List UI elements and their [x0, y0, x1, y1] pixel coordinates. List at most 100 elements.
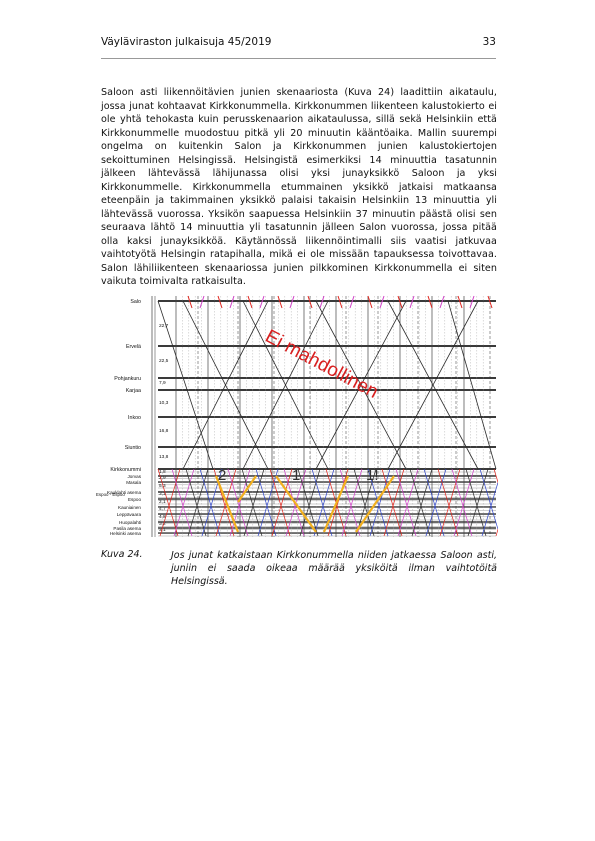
train-path-line: [241, 468, 263, 537]
train-path-line: [311, 468, 333, 537]
distance-label: 22,7: [159, 323, 169, 329]
timetable-figure: Salo Ervelä Pohjankuru Karjaa Inkoo Siuntio Ki…: [96, 295, 498, 537]
station-label: Karjaa: [126, 388, 141, 394]
publication-header: Väyläviraston julkaisuja 45/2019: [101, 36, 272, 48]
station-label: Helsinki asema: [110, 531, 142, 536]
train-path-line: [467, 468, 489, 537]
train-path-line: [395, 468, 417, 537]
salo-turn-mark: [487, 295, 493, 309]
train-path-line: [447, 300, 497, 470]
salo-turn-mark: [199, 295, 205, 309]
train-path-line: [315, 300, 407, 470]
train-path-line: [353, 468, 375, 537]
salo-turn-mark: [349, 295, 355, 309]
path-marker: 1!: [366, 467, 379, 484]
figure-caption-label: Kuva 24.: [101, 549, 143, 560]
salo-turn-mark: [247, 295, 253, 309]
distance-label: 7,9: [159, 380, 166, 386]
salo-turn-mark: [439, 295, 445, 309]
train-path-line: [425, 468, 447, 537]
distance-label: 4,7: [159, 506, 166, 512]
train-path-line: [481, 481, 498, 537]
salo-turn-mark: [289, 295, 295, 309]
train-path-line: [383, 468, 405, 537]
salo-turn-mark: [319, 295, 325, 309]
salo-turn-mark: [307, 295, 313, 309]
salo-turn-mark: [277, 295, 283, 309]
salo-turn-mark: [367, 295, 373, 309]
station-label: Kauniainen: [118, 505, 141, 510]
station-label: Pasila asema: [113, 526, 141, 531]
station-label: Masala: [126, 480, 141, 485]
train-path-line: [255, 468, 277, 537]
station-label: Salo: [130, 299, 141, 305]
unit-path-orange: [322, 475, 350, 533]
train-path-line: [479, 468, 498, 531]
distance-label: 3,1: [159, 527, 166, 533]
train-path-line: [369, 468, 391, 537]
train-path-line: [465, 468, 487, 537]
train-path-line: [227, 468, 249, 537]
train-path-line: [242, 300, 329, 470]
salo-turn-mark: [379, 295, 385, 309]
distance-label: 2,9: [159, 475, 166, 481]
train-path-line: [381, 468, 403, 537]
header-divider: [101, 58, 496, 59]
train-path-line: [243, 468, 265, 537]
salo-turn-mark: [427, 295, 433, 309]
salo-turn-mark: [397, 295, 403, 309]
train-path-line: [185, 468, 207, 537]
train-path-line: [157, 300, 214, 470]
station-label: Ervelä: [126, 344, 141, 350]
station-label: Huopalahti: [119, 520, 141, 525]
distance-label: 5,3: [159, 483, 166, 489]
distance-label: 3,1: [159, 491, 166, 497]
train-path-line: [439, 468, 461, 537]
train-path-line: [437, 468, 459, 537]
station-label: Siuntio: [125, 445, 141, 451]
train-path-line: [313, 468, 335, 537]
figure-caption-text: Jos junat katkaistaan Kirkkonummella nii…: [171, 550, 497, 587]
station-label: Jorvas: [127, 474, 141, 479]
salo-turn-mark: [229, 295, 235, 309]
path-marker: 1: [292, 467, 300, 484]
train-path-line: [199, 468, 221, 537]
station-label: Pohjankuru: [114, 376, 141, 382]
station-label: Inkoo: [128, 415, 141, 421]
salo-turn-mark: [259, 295, 265, 309]
distance-label: 10,3: [159, 400, 169, 406]
station-label: Leppävaara: [117, 512, 142, 517]
salo-turn-mark: [409, 295, 415, 309]
station-label: Espoo - Espoo: [96, 492, 125, 497]
train-path-line: [327, 468, 349, 537]
train-path-line: [453, 468, 475, 537]
train-path-line: [299, 468, 321, 537]
train-path-line: [187, 468, 209, 537]
distance-label: 16,8: [159, 428, 169, 434]
salo-turn-mark: [469, 295, 475, 309]
distance-label: 13,8: [159, 454, 169, 460]
salo-turn-mark: [217, 295, 223, 309]
unit-path-orange: [214, 475, 240, 533]
distance-label: 22,5: [159, 358, 169, 364]
salo-turn-mark: [187, 295, 193, 309]
unit-path-orange: [355, 475, 395, 533]
page-number: 33: [482, 36, 496, 48]
station-label: Espoo: [128, 497, 141, 502]
train-path-line: [341, 468, 363, 537]
train-path-line: [159, 468, 181, 537]
train-path-line: [397, 468, 419, 537]
train-path-line: [229, 468, 251, 537]
train-path-line: [493, 468, 498, 484]
train-path-line: [409, 468, 431, 537]
train-path-line: [173, 468, 195, 537]
distance-label: 4,8: [159, 514, 166, 520]
body-paragraph: Saloon asti liikennöitävien junien skena…: [101, 87, 497, 287]
train-path-line: [423, 468, 445, 537]
station-label: Kirkkonummi: [110, 467, 141, 473]
train-path-line: [297, 468, 319, 537]
path-marker: 2: [218, 467, 226, 484]
train-path-line: [171, 468, 193, 537]
train-path-line: [269, 468, 291, 537]
train-path-line: [271, 468, 293, 537]
